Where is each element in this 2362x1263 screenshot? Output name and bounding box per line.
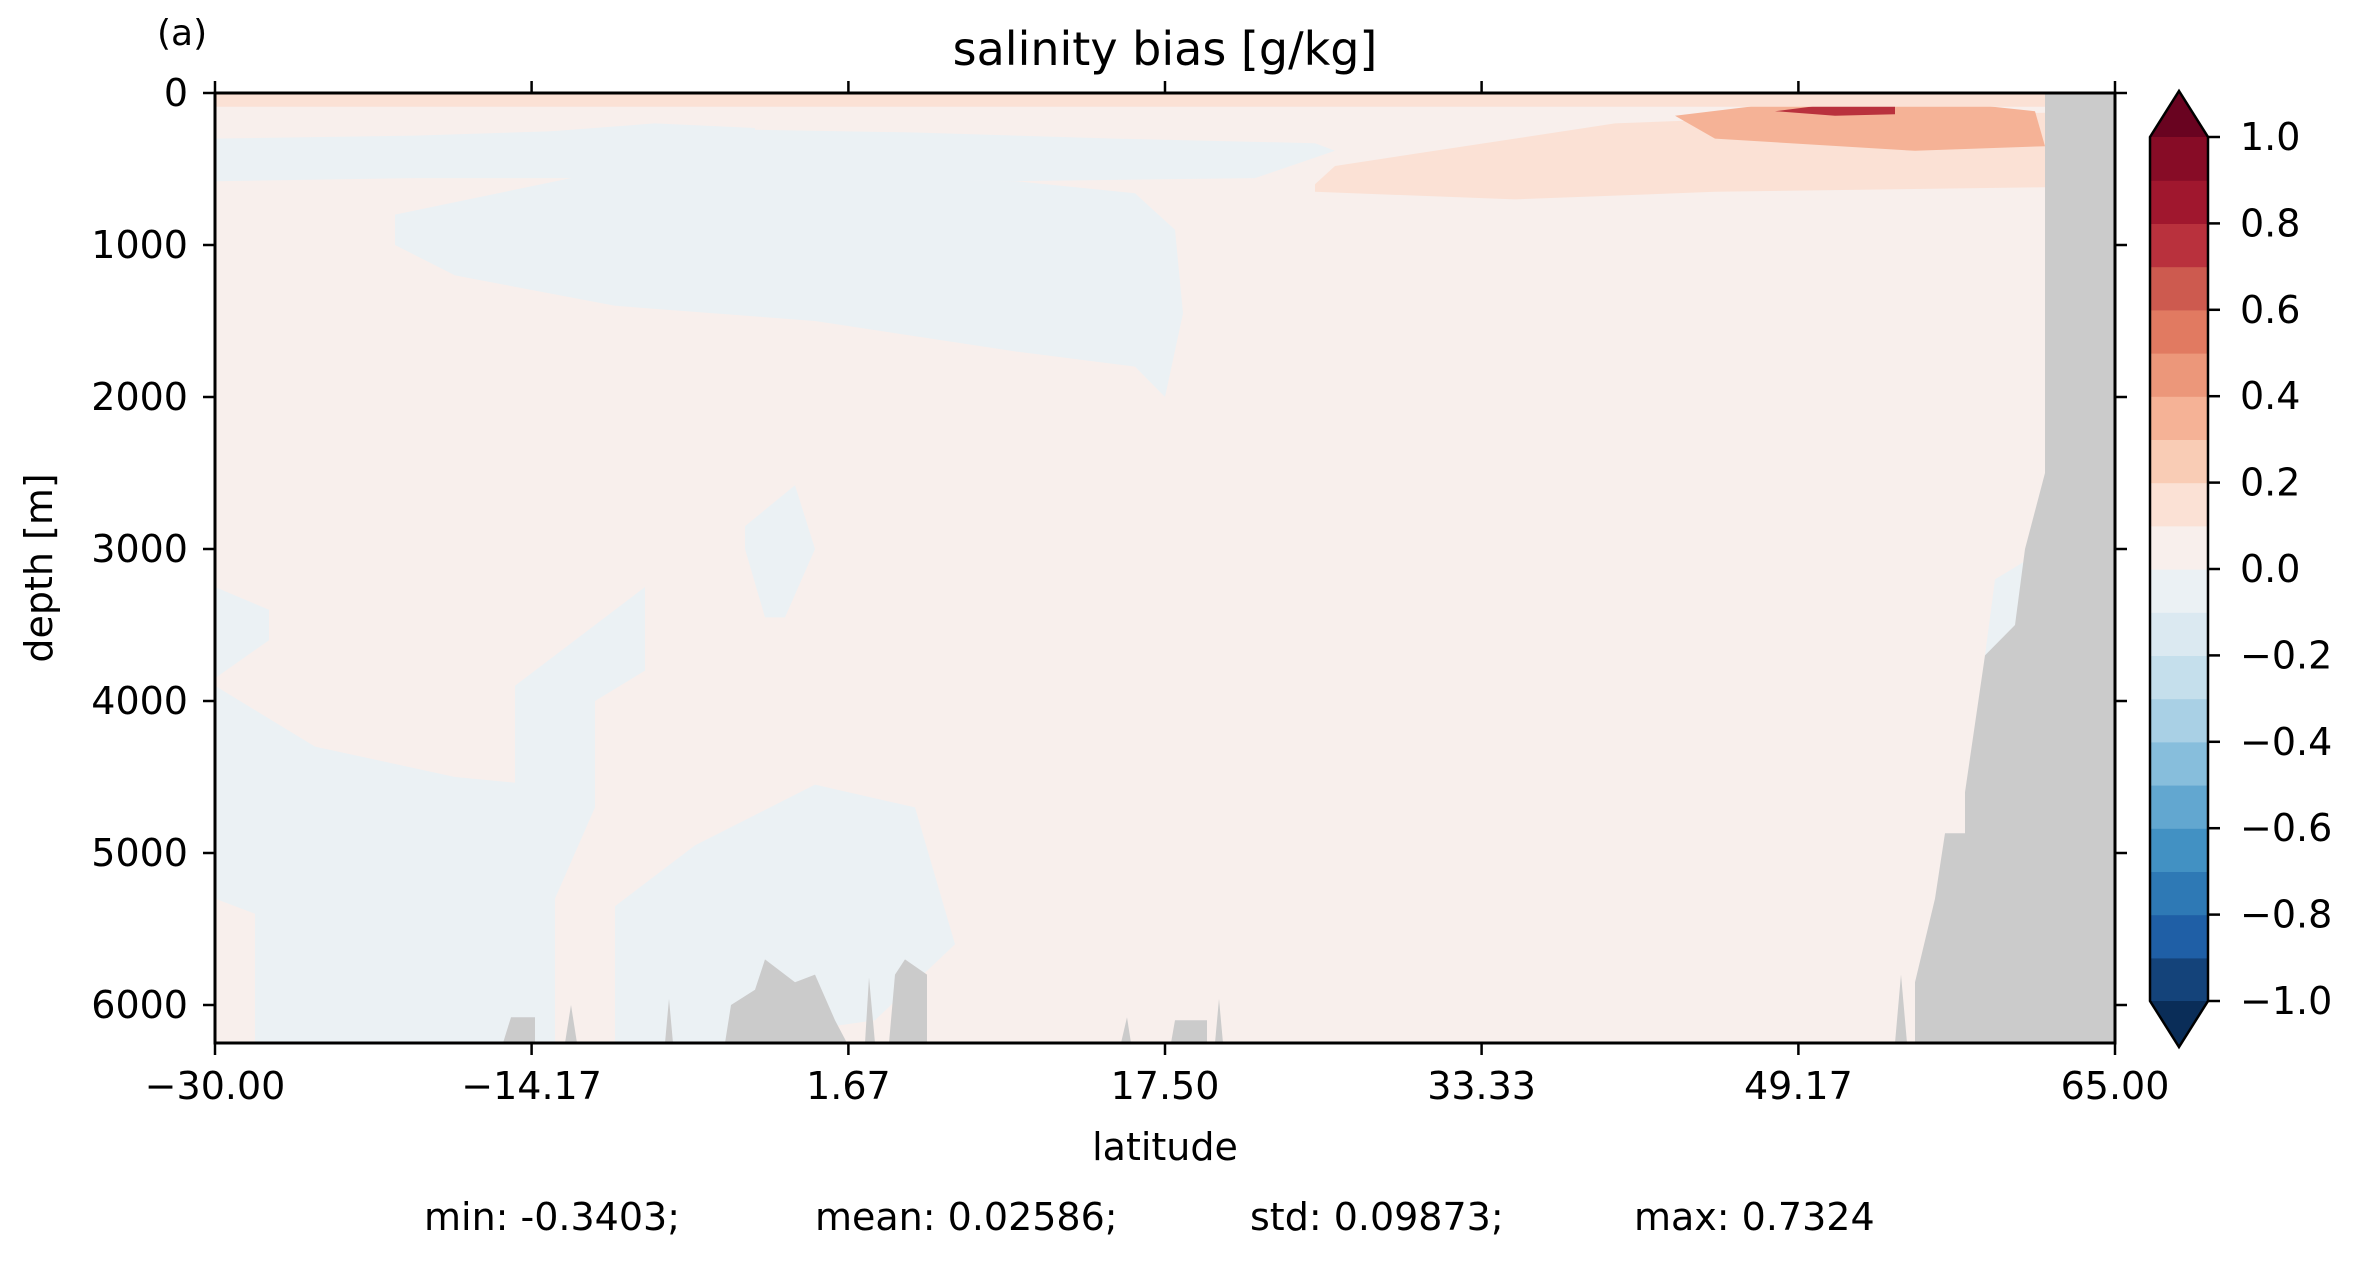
colorbar-segment — [2150, 698, 2208, 743]
y-tick-label: 4000 — [91, 679, 188, 723]
colorbar-tick-label: −0.6 — [2240, 806, 2332, 850]
field-region-upper-fresh-core — [415, 123, 755, 154]
colorbar-segment — [2150, 137, 2208, 181]
x-tick-label: 33.33 — [1427, 1064, 1536, 1108]
colorbar-segment — [2150, 439, 2208, 484]
y-tick-label: 3000 — [91, 527, 188, 571]
y-axis: 0 1000 2000 3000 4000 5000 6000 — [91, 71, 2127, 1027]
field-region-deep-mid-fresh — [515, 587, 645, 1043]
x-axis-label: latitude — [1092, 1125, 1238, 1169]
statistics-line: min: -0.3403; mean: 0.02586; std: 0.0987… — [424, 1195, 1875, 1239]
field-region-intermediate-fresh-tongue — [395, 169, 1183, 397]
field-region-deep-equatorial-fresh — [745, 485, 815, 618]
x-tick-label: 65.00 — [2061, 1064, 2170, 1108]
colorbar: 1.0 0.8 0.6 0.4 0.2 0.0 −0.2 −0.4 −0.6 −0.8 −1.0 — [2148, 88, 2332, 1050]
x-tick-label: 1.67 — [806, 1064, 891, 1108]
colorbar-tick-label: 0.4 — [2240, 374, 2300, 418]
colorbar-segment — [2150, 871, 2208, 916]
stat-mean: mean: 0.02586; — [815, 1195, 1118, 1239]
colorbar-segment — [2150, 785, 2208, 829]
stat-std: std: 0.09873; — [1250, 1195, 1504, 1239]
colorbar-segment — [2150, 957, 2208, 1002]
colorbar-segment — [2150, 741, 2208, 786]
chart-title: salinity bias [g/kg] — [953, 22, 1378, 76]
land-ridge-j — [1895, 974, 1907, 1043]
colorbar-tick-label: −0.2 — [2240, 633, 2332, 677]
colorbar-segment — [2150, 396, 2208, 440]
land-ridge-i — [1215, 998, 1223, 1043]
land-ridge-a — [503, 1017, 535, 1043]
colorbar-segment — [2150, 482, 2208, 527]
y-tick-label: 0 — [164, 71, 188, 115]
field-region-surface-film — [215, 93, 2045, 107]
colorbar-segment — [2150, 655, 2208, 700]
stat-max: max: 0.7324 — [1634, 1195, 1875, 1239]
y-tick-label: 6000 — [91, 983, 188, 1027]
land-ridge-g — [1121, 1017, 1131, 1043]
colorbar-segment — [2150, 180, 2208, 224]
field-region-background — [215, 93, 2045, 1043]
field-region-abyssal-fresh — [615, 784, 955, 1043]
colorbar-tick-label: −0.8 — [2240, 893, 2332, 937]
colorbar-over-arrow — [2150, 91, 2208, 137]
colorbar-segment — [2150, 309, 2208, 354]
salinity-bias-field — [215, 93, 2045, 1043]
colorbar-segment — [2150, 828, 2208, 872]
colorbar-tick-label: −1.0 — [2240, 979, 2332, 1023]
bathymetry-mask — [503, 93, 2115, 1043]
colorbar-tick-label: 0.2 — [2240, 461, 2300, 505]
colorbar-under-arrow — [2150, 1001, 2208, 1047]
x-tick-label: 49.17 — [1744, 1064, 1853, 1108]
colorbar-segment — [2150, 569, 2208, 613]
colorbar-tick-label: −0.4 — [2240, 720, 2332, 764]
land-ridge-e — [865, 977, 875, 1043]
colorbar-segment — [2150, 612, 2208, 656]
colorbar-tick-label: 0.0 — [2240, 547, 2300, 591]
field-region-deep-south-fresh-2 — [215, 685, 535, 1043]
y-tick-label: 2000 — [91, 375, 188, 419]
land-ridge-c — [665, 998, 673, 1043]
field-region-north-surface-salty-core — [1675, 100, 2045, 151]
colorbar-segment — [2150, 353, 2208, 397]
colorbar-segment — [2150, 266, 2208, 311]
land-ridge-h — [1171, 1020, 1207, 1043]
colorbar-segment — [2150, 914, 2208, 959]
y-axis-label: depth [m] — [17, 473, 61, 662]
colorbar-segment — [2150, 525, 2208, 570]
stat-min: min: -0.3403; — [424, 1195, 680, 1239]
colorbar-tick-label: 1.0 — [2240, 115, 2300, 159]
colorbar-tick-label: 0.8 — [2240, 201, 2300, 245]
y-tick-label: 5000 — [91, 831, 188, 875]
x-tick-label: −14.17 — [461, 1064, 602, 1108]
y-tick-label: 1000 — [91, 223, 188, 267]
colorbar-segment — [2150, 223, 2208, 268]
land-ridge-b — [565, 1005, 577, 1043]
colorbar-tick-label: 0.6 — [2240, 288, 2300, 332]
land-northern-continent — [1915, 93, 2115, 1043]
x-tick-label: 17.50 — [1111, 1064, 1220, 1108]
land-ridge-d — [725, 959, 847, 1043]
land-ridge-f — [889, 959, 927, 1043]
x-axis: −30.00 −14.17 1.67 17.50 33.33 49.17 65.00 — [145, 81, 2170, 1108]
field-region-deep-south-fresh-1 — [215, 587, 269, 679]
plot-area — [215, 93, 2115, 1043]
panel-label: (a) — [157, 13, 207, 54]
x-tick-label: −30.00 — [145, 1064, 286, 1108]
